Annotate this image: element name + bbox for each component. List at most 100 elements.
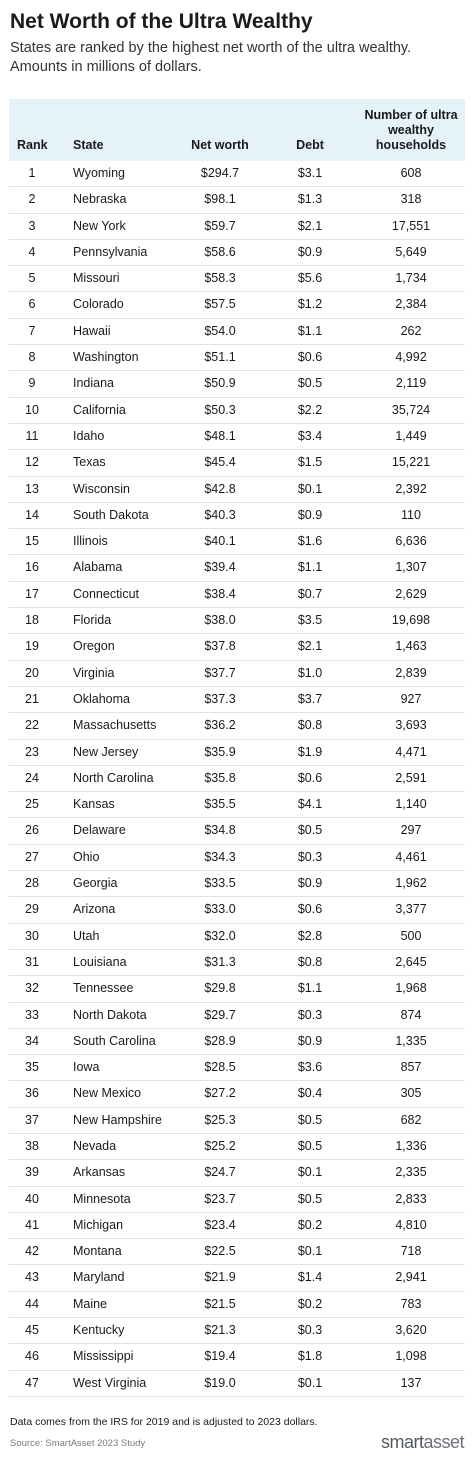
cell-households: 718	[400, 1244, 422, 1259]
cell-debt: $1.4	[297, 1270, 323, 1285]
cell-state: Maine	[73, 1296, 108, 1311]
cell-rank: 25	[25, 797, 39, 812]
cell-debt: $1.1	[297, 981, 323, 996]
cell-rank: 38	[25, 1138, 39, 1153]
table-row: 40 Minnesota $23.7 $0.5 2,833	[9, 1187, 465, 1213]
cell-debt: $0.5	[297, 1112, 323, 1127]
cell-state: Washington	[73, 350, 139, 365]
cell-net-worth: $22.5	[204, 1244, 236, 1259]
table-row: 25 Kansas $35.5 $4.1 1,140	[9, 792, 465, 819]
cell-rank: 7	[28, 323, 36, 338]
cell-households: 2,591	[395, 770, 427, 785]
cell-households: 682	[400, 1112, 422, 1127]
table-row: 35 Iowa $28.5 $3.6 857	[9, 1055, 465, 1082]
cell-households: 19,698	[391, 613, 431, 628]
cell-state: Iowa	[73, 1060, 100, 1075]
cell-debt: $1.3	[297, 192, 323, 207]
cell-households: 783	[400, 1296, 422, 1311]
cell-rank: 31	[25, 954, 39, 969]
cell-net-worth: $42.8	[204, 481, 236, 496]
cell-rank: 24	[25, 770, 39, 785]
table-row: 45 Kentucky $21.3 $0.3 3,620	[9, 1318, 465, 1345]
cell-rank: 47	[25, 1375, 39, 1390]
cell-debt: $0.1	[297, 1165, 323, 1180]
cell-households: 305	[400, 1086, 422, 1101]
cell-households: 857	[400, 1060, 422, 1075]
cell-debt: $1.9	[297, 744, 323, 759]
cell-debt: $2.8	[297, 928, 323, 943]
table-row: 44 Maine $21.5 $0.2 783	[9, 1292, 465, 1319]
cell-rank: 3	[28, 218, 36, 233]
table-row: 28 Georgia $33.5 $0.9 1,962	[9, 871, 465, 898]
cell-households: 137	[400, 1375, 422, 1390]
cell-rank: 15	[25, 534, 39, 549]
table-row: 37 New Hampshire $25.3 $0.5 682	[9, 1108, 465, 1134]
cell-debt: $3.7	[297, 691, 323, 706]
cell-state: New Mexico	[73, 1086, 142, 1101]
cell-state: Maryland	[73, 1270, 125, 1285]
cell-rank: 41	[25, 1217, 39, 1232]
cell-households: 4,471	[395, 744, 427, 759]
cell-debt: $1.6	[297, 534, 323, 549]
cell-households: 2,384	[395, 297, 427, 312]
cell-debt: $1.5	[297, 455, 323, 470]
cell-debt: $0.5	[297, 1138, 323, 1153]
cell-debt: $0.5	[297, 376, 323, 391]
cell-state: North Carolina	[73, 770, 154, 785]
cell-households: 4,461	[395, 849, 427, 864]
cell-rank: 5	[28, 271, 36, 286]
cell-rank: 6	[28, 297, 36, 312]
cell-rank: 8	[28, 350, 36, 365]
cell-households: 2,629	[395, 586, 427, 601]
table-row: 17 Connecticut $38.4 $0.7 2,629	[9, 582, 465, 609]
cell-debt: $0.4	[297, 1086, 323, 1101]
cell-households: 2,833	[395, 1191, 427, 1206]
cell-state: Connecticut	[73, 586, 140, 601]
table-row: 4 Pennsylvania $58.6 $0.9 5,649	[9, 240, 465, 267]
table-row: 24 North Carolina $35.8 $0.6 2,591	[9, 766, 465, 793]
cell-debt: $1.0	[297, 665, 323, 680]
cell-rank: 42	[25, 1244, 39, 1259]
cell-rank: 17	[25, 586, 39, 601]
cell-rank: 37	[25, 1112, 39, 1127]
table-row: 8 Washington $51.1 $0.6 4,992	[9, 345, 465, 372]
cell-debt: $1.1	[297, 560, 323, 575]
cell-rank: 22	[25, 718, 39, 733]
cell-net-worth: $21.9	[204, 1270, 236, 1285]
page-title: Net Worth of the Ultra Wealthy	[10, 10, 313, 33]
cell-net-worth: $50.3	[204, 402, 236, 417]
cell-state: Wyoming	[73, 166, 125, 180]
table-row: 19 Oregon $37.8 $2.1 1,463	[9, 634, 465, 661]
cell-net-worth: $25.2	[204, 1138, 236, 1153]
cell-net-worth: $23.4	[204, 1217, 236, 1232]
cell-debt: $0.9	[297, 876, 323, 891]
cell-net-worth: $31.3	[204, 954, 236, 969]
cell-state: New York	[73, 218, 126, 233]
cell-rank: 36	[25, 1086, 39, 1101]
cell-state: Missouri	[73, 271, 120, 286]
cell-debt: $1.2	[297, 297, 323, 312]
cell-households: 3,620	[395, 1323, 427, 1338]
cell-net-worth: $39.4	[204, 560, 236, 575]
cell-state: Illinois	[73, 534, 108, 549]
table-row: 36 New Mexico $27.2 $0.4 305	[9, 1081, 465, 1108]
table-row: 46 Mississippi $19.4 $1.8 1,098	[9, 1344, 465, 1371]
cell-debt: $0.9	[297, 1033, 323, 1048]
cell-debt: $0.6	[297, 902, 323, 917]
cell-state: New Hampshire	[73, 1112, 162, 1127]
column-header-state: State	[73, 138, 104, 152]
table-row: 31 Louisiana $31.3 $0.8 2,645	[9, 950, 465, 977]
cell-households: 1,968	[395, 981, 427, 996]
cell-rank: 35	[25, 1060, 39, 1075]
cell-net-worth: $21.5	[204, 1296, 236, 1311]
cell-households: 608	[400, 166, 422, 180]
cell-state: Idaho	[73, 428, 105, 443]
cell-net-worth: $58.3	[204, 271, 236, 286]
cell-state: Kentucky	[73, 1323, 125, 1338]
cell-debt: $1.1	[297, 323, 323, 338]
cell-debt: $0.6	[297, 350, 323, 365]
cell-households: 1,140	[395, 797, 427, 812]
cell-state: Ohio	[73, 849, 100, 864]
cell-state: Massachusetts	[73, 718, 157, 733]
cell-net-worth: $40.1	[204, 534, 236, 549]
